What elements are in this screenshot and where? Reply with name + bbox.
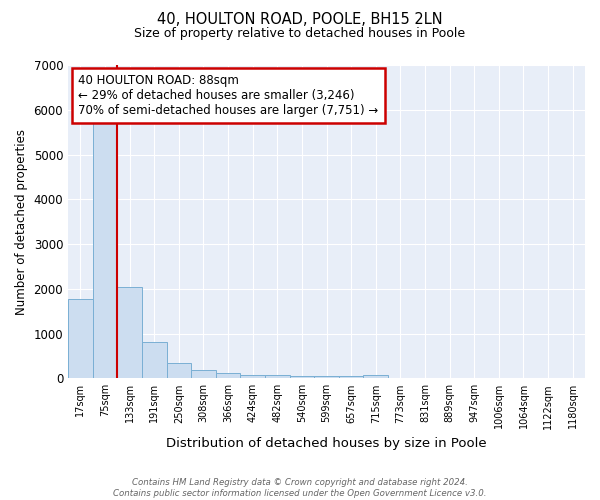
Text: 40, HOULTON ROAD, POOLE, BH15 2LN: 40, HOULTON ROAD, POOLE, BH15 2LN	[157, 12, 443, 28]
X-axis label: Distribution of detached houses by size in Poole: Distribution of detached houses by size …	[166, 437, 487, 450]
Bar	[167, 362, 191, 378]
Bar	[117, 286, 142, 378]
Text: Size of property relative to detached houses in Poole: Size of property relative to detached ho…	[134, 28, 466, 40]
Bar	[314, 376, 339, 378]
Bar	[191, 370, 216, 378]
Bar	[290, 376, 314, 378]
Text: 40 HOULTON ROAD: 88sqm
← 29% of detached houses are smaller (3,246)
70% of semi-: 40 HOULTON ROAD: 88sqm ← 29% of detached…	[79, 74, 379, 118]
Bar	[68, 298, 92, 378]
Bar	[339, 376, 364, 378]
Bar	[142, 342, 167, 378]
Bar	[216, 373, 241, 378]
Bar	[241, 374, 265, 378]
Text: Contains HM Land Registry data © Crown copyright and database right 2024.
Contai: Contains HM Land Registry data © Crown c…	[113, 478, 487, 498]
Y-axis label: Number of detached properties: Number of detached properties	[15, 128, 28, 314]
Bar	[92, 121, 117, 378]
Bar	[364, 375, 388, 378]
Bar	[265, 376, 290, 378]
